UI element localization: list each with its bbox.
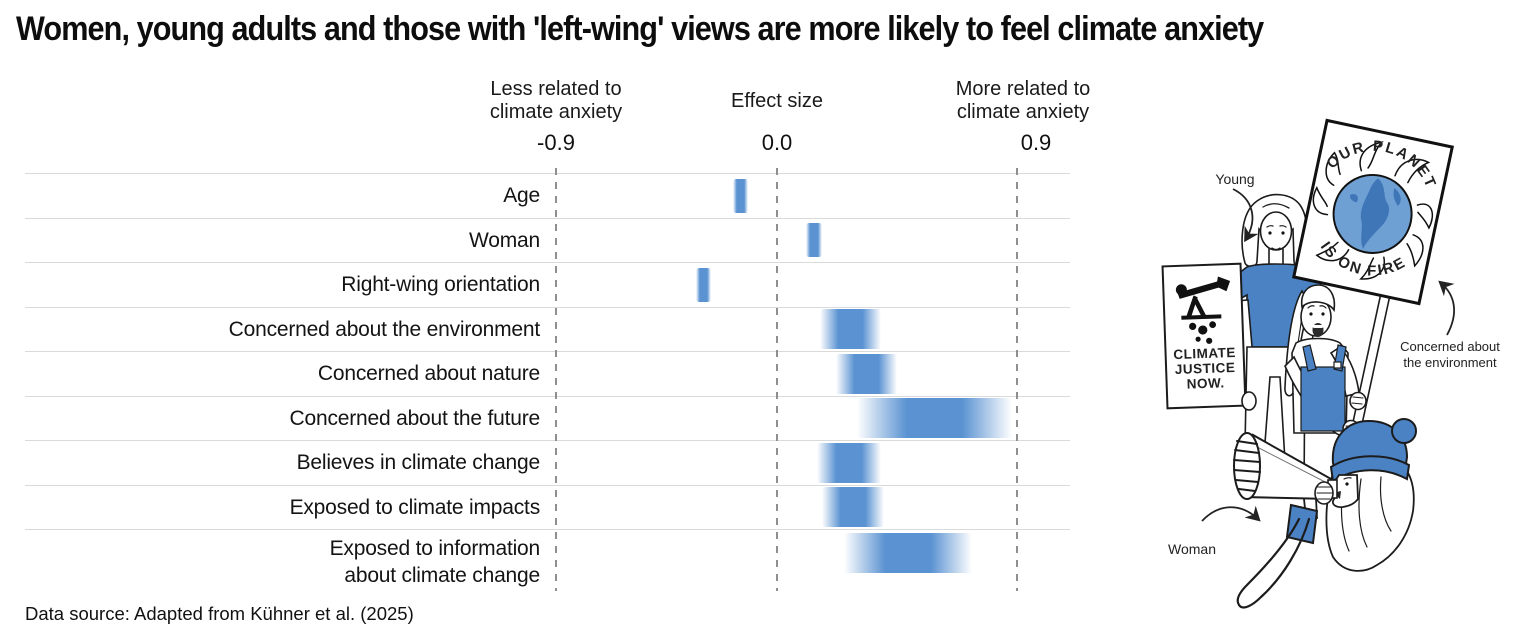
chart-row: Exposed to information about climate cha… — [25, 529, 1070, 597]
young-face — [1259, 211, 1293, 251]
holder-overalls-bib — [1300, 366, 1346, 432]
woman-beanie-band — [1329, 455, 1411, 483]
effect-size-bar — [806, 223, 823, 258]
data-source: Data source: Adapted from Kühner et al. … — [25, 603, 414, 624]
person-woman — [1233, 418, 1417, 609]
env-annotation-arrow — [1438, 280, 1455, 336]
env-annotation-label-line2: the environment — [1403, 355, 1497, 370]
young-annotation-arrow — [1232, 188, 1259, 243]
axis-header-right-line1: More related to — [955, 78, 1091, 100]
effect-size-bar — [819, 309, 881, 350]
effect-size-chart: Age Woman Right-wing orientation Concerned … — [25, 168, 1070, 591]
placard-text-line2: JUSTICE — [1175, 360, 1236, 377]
globe-continents — [1349, 178, 1401, 249]
env-annotation-label-line1: Concerned about — [1400, 339, 1500, 354]
axis-header-right: More related to climate anxiety — [913, 78, 1133, 124]
person-sign-holder — [1284, 284, 1367, 439]
gridline-zero — [776, 168, 778, 591]
woman-annotation-arrow — [1201, 505, 1261, 522]
effect-size-bar — [857, 398, 1012, 439]
axis-header-left: Less related to climate anxiety — [446, 78, 666, 124]
row-label: Woman — [469, 228, 540, 252]
placard-text-line3: NOW. — [1186, 375, 1225, 391]
gridline-neg-09 — [555, 168, 557, 591]
pumpjack-doodle — [1175, 276, 1231, 344]
holder-fringe — [1300, 284, 1336, 313]
effect-size-bar — [835, 353, 897, 394]
row-label: Exposed to climate impacts — [289, 495, 541, 519]
row-label: Exposed to information about climate cha… — [329, 536, 541, 587]
row-label: Concerned about the future — [289, 406, 541, 430]
axis-header-left-line2: climate anxiety — [489, 101, 623, 123]
young-annotation-label: Young — [1215, 171, 1254, 187]
row-label: Concerned about nature — [317, 362, 540, 386]
effect-size-bar — [695, 267, 711, 302]
row-label: Right-wing orientation — [341, 273, 540, 297]
flame-doodles — [1312, 141, 1434, 280]
woman-pompom — [1391, 418, 1417, 444]
woman-cuff — [1285, 503, 1319, 545]
holder-fist-upper — [1349, 391, 1367, 411]
tick-label-pos: 0.9 — [1020, 130, 1052, 155]
chart-row: Concerned about the future — [25, 395, 1070, 441]
axis-header-right-line2: climate anxiety — [956, 101, 1090, 123]
holder-strap-left — [1302, 344, 1317, 372]
woman-annotation-label: Woman — [1168, 541, 1216, 557]
young-hand-left — [1241, 391, 1257, 411]
chart-row: Concerned about the environment — [25, 306, 1070, 352]
tick-label-zero: 0.0 — [761, 130, 793, 155]
effect-size-bar — [817, 442, 881, 483]
gridline-pos-09 — [1016, 168, 1018, 591]
chart-row: Concerned about nature — [25, 351, 1070, 396]
chart-rows: Age Woman Right-wing orientation Concerned … — [25, 173, 1070, 597]
row-label: Concerned about the environment — [228, 317, 541, 341]
axis-header-left-line1: Less related to — [490, 78, 622, 100]
planet-sign: OUR PLANET IS ON FIRE — [1291, 118, 1455, 306]
climate-justice-placard: CLIMATE JUSTICE NOW. — [1161, 262, 1247, 410]
tick-label-neg: -0.9 — [537, 130, 575, 155]
chart-row: Believes in climate change — [25, 440, 1070, 485]
placard-text-line1: CLIMATE — [1173, 345, 1236, 362]
effect-size-bar — [732, 178, 748, 213]
chart-row: Age — [25, 173, 1070, 218]
axis-header-center: Effect size — [731, 90, 823, 112]
row-label: Believes in climate change — [296, 451, 541, 475]
page-title: Women, young adults and those with 'left… — [16, 10, 1264, 48]
chart-row: Exposed to climate impacts — [25, 484, 1070, 530]
protest-illustration: CLIMATE JUSTICE NOW. OUR PLANET — [1161, 118, 1500, 609]
chart-row: Woman — [25, 217, 1070, 263]
row-label: Age — [503, 184, 540, 208]
effect-size-bar — [822, 487, 884, 528]
megaphone-strap — [1236, 517, 1311, 609]
effect-size-bar — [843, 533, 972, 573]
chart-row: Right-wing orientation — [25, 262, 1070, 307]
